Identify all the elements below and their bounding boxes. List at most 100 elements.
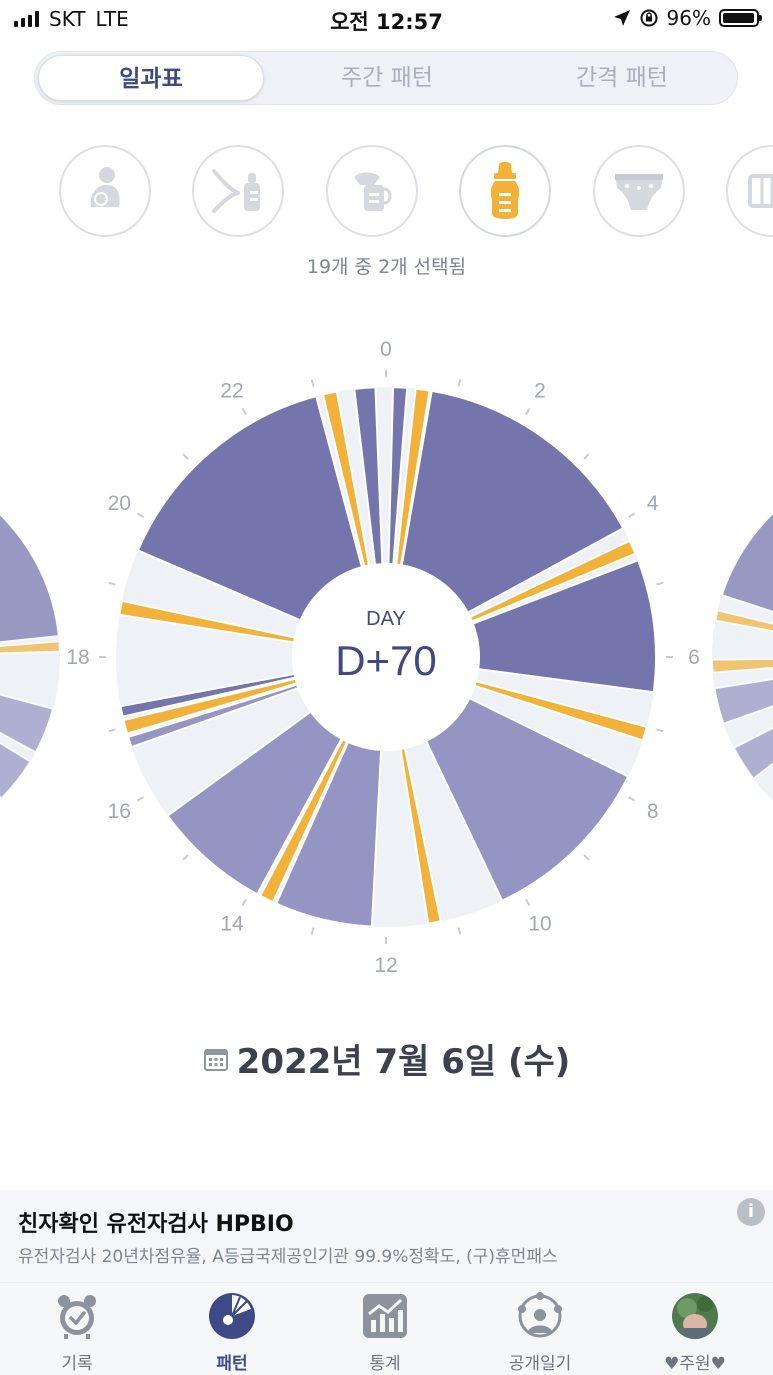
- filter-breast-pump[interactable]: [326, 145, 418, 237]
- hour-tick: [136, 512, 145, 518]
- tabbar-statistics-label: 통계: [369, 1354, 401, 1374]
- side-clock-segment: [714, 609, 773, 633]
- hour-label: 8: [647, 800, 659, 823]
- crib-icon: [748, 174, 773, 208]
- location-arrow-icon: [613, 10, 630, 26]
- ad-banner[interactable]: 친자확인 유전자검사 HPBIO 유전자검사 20년차점유율, A등급국제공인기…: [0, 1190, 773, 1282]
- hour-label: 4: [647, 492, 659, 515]
- hour-tick: [182, 453, 189, 460]
- orientation-lock-icon: [640, 9, 658, 27]
- hour-tick: [525, 407, 531, 416]
- breast-pump-icon: [354, 172, 392, 211]
- alarm-clock-icon: [58, 1295, 96, 1339]
- hour-label: 20: [108, 492, 131, 515]
- side-clock-segment: [711, 657, 773, 674]
- hour-tick: [457, 927, 462, 935]
- side-clock-segment: [0, 512, 61, 644]
- hour-tick: [583, 854, 590, 861]
- tabbar-pattern-label: 패턴: [216, 1354, 248, 1374]
- hour-tick: [136, 796, 145, 802]
- bottom-tab-bar: 기록 패턴 통계: [0, 1282, 773, 1375]
- baby-bottle-icon: [490, 162, 520, 219]
- tabbar-statistics[interactable]: 통계: [310, 1291, 460, 1374]
- filter-baby-bottle[interactable]: [459, 145, 551, 237]
- status-time: 오전 12:57: [330, 10, 443, 34]
- date-selector[interactable]: 2022년 7월 6일 (수): [0, 1034, 773, 1083]
- hour-label: 14: [220, 913, 244, 936]
- previous-day-clock-peek[interactable]: [0, 457, 61, 857]
- hour-label: 6: [688, 646, 700, 669]
- bottle-feeding-icon: [212, 169, 260, 213]
- network-label: LTE: [95, 7, 129, 31]
- day-label: DAY: [366, 608, 406, 630]
- selection-count: 19개 중 2개 선택됨: [306, 256, 467, 278]
- hour-tick: [583, 453, 590, 460]
- hour-tick: [108, 581, 116, 586]
- hour-label: 22: [220, 379, 243, 402]
- hour-label: 10: [528, 913, 551, 936]
- hour-tick: [627, 796, 636, 802]
- filter-bottle-feeding[interactable]: [192, 145, 284, 237]
- battery-fill: [723, 13, 754, 23]
- carrier-label: SKT: [49, 7, 86, 31]
- public-diary-icon: [518, 1292, 562, 1338]
- category-filter-row: [0, 140, 773, 250]
- filter-crib[interactable]: [726, 145, 773, 237]
- breastfeeding-icon: [90, 167, 120, 207]
- ad-info-icon[interactable]: i: [737, 1198, 765, 1226]
- tab-weekly-pattern[interactable]: 주간 패턴: [341, 65, 433, 91]
- hour-tick: [656, 581, 664, 586]
- clock-hour-labels: 0 2 4 6 8 10 12 14 16 18 20 22: [66, 338, 700, 977]
- tab-interval-pattern[interactable]: 간격 패턴: [576, 65, 668, 91]
- status-left: SKT LTE: [14, 7, 129, 31]
- pattern-clock-area: 0 2 4 6 8 10 12 14 16 18 20 22 DAY D+70: [0, 300, 773, 980]
- hour-tick: [108, 728, 116, 733]
- ad-title: 친자확인 유전자검사 HPBIO: [18, 1212, 294, 1237]
- view-mode-segmented-control: 일과표 주간 패턴 간격 패턴: [34, 51, 738, 105]
- statistics-chart-icon: [363, 1294, 407, 1338]
- tabbar-profile[interactable]: ♥주원♥: [620, 1291, 770, 1374]
- filter-diaper[interactable]: [593, 145, 685, 237]
- hour-tick: [182, 854, 189, 861]
- tabbar-public-diary[interactable]: 공개일기: [465, 1291, 615, 1374]
- battery-icon: [719, 9, 762, 27]
- tab-schedule[interactable]: 일과표: [38, 55, 264, 101]
- side-clock-segment: [732, 726, 773, 781]
- calendar-icon: [203, 1048, 228, 1071]
- hour-tick: [457, 379, 462, 387]
- clock-center-circle: [292, 563, 480, 751]
- hour-tick: [310, 379, 315, 387]
- tabbar-profile-label: ♥주원♥: [664, 1354, 726, 1374]
- tabbar-public-diary-label: 공개일기: [508, 1354, 572, 1374]
- side-clock-segment: [713, 678, 773, 726]
- current-date: 2022년 7월 6일 (수): [236, 1042, 571, 1082]
- side-clock-segment: [0, 640, 61, 655]
- tabbar-record-label: 기록: [61, 1354, 93, 1374]
- pattern-clock-icon: [209, 1293, 255, 1339]
- tabbar-record[interactable]: 기록: [2, 1291, 152, 1374]
- side-clock-segment: [720, 511, 773, 613]
- side-clock-segment: [0, 741, 32, 800]
- hour-tick: [656, 728, 664, 733]
- battery-percent: 96%: [666, 6, 711, 30]
- hour-label: 16: [108, 800, 131, 823]
- profile-avatar: [672, 1293, 718, 1339]
- hour-tick: [310, 927, 315, 935]
- day-count: D+70: [335, 637, 437, 684]
- status-right: 96%: [613, 6, 762, 30]
- ad-description: 유전자검사 20년차점유율, A등급국제공인기관 99.9%정확도, (구)휴먼…: [18, 1247, 558, 1267]
- tabbar-pattern[interactable]: 패턴: [157, 1291, 307, 1374]
- hour-tick: [241, 898, 247, 907]
- signal-strength-icon: [14, 11, 39, 27]
- hour-tick: [627, 512, 636, 518]
- status-bar: SKT LTE 오전 12:57 96%: [0, 0, 773, 40]
- hour-label: 12: [374, 954, 397, 977]
- filter-breastfeeding[interactable]: [59, 145, 151, 237]
- hour-label: 18: [66, 646, 89, 669]
- side-clock-segment: [0, 693, 55, 754]
- hour-tick: [241, 407, 247, 416]
- pattern-clock-chart[interactable]: 0 2 4 6 8 10 12 14 16 18 20 22 DAY D+70: [0, 300, 773, 980]
- side-clock-background: [0, 514, 60, 800]
- next-day-clock-peek[interactable]: [711, 457, 773, 857]
- hour-tick: [525, 898, 531, 907]
